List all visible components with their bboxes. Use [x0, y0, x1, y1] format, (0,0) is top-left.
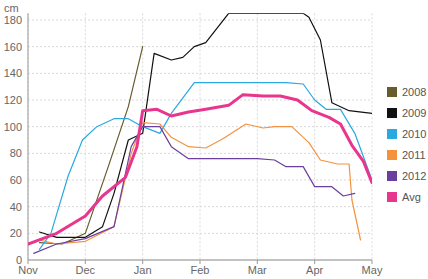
x-grid-line	[28, 13, 29, 260]
legend-swatch	[387, 129, 397, 139]
x-axis	[28, 260, 372, 261]
series-line	[39, 83, 372, 250]
y-tick-label: 20	[10, 227, 22, 239]
x-grid-line	[314, 13, 315, 260]
x-tick-label: Dec	[76, 264, 96, 276]
y-grid-line	[28, 100, 372, 101]
chart: 020406080100120140160180NovDecJanFebMarA…	[0, 0, 428, 279]
y-tick-label: 80	[10, 147, 22, 159]
legend-label: Avg	[402, 191, 421, 203]
x-tick-label: Jan	[134, 264, 152, 276]
x-tick-label: Nov	[18, 264, 38, 276]
x-grid-line	[200, 13, 201, 260]
y-tick-label: 100	[4, 121, 22, 133]
series-line	[28, 95, 372, 244]
x-tick-label: May	[362, 264, 383, 276]
y-grid-line	[28, 180, 372, 181]
y-tick-label: 140	[4, 67, 22, 79]
x-tick-label: Mar	[248, 264, 267, 276]
plot-lines	[28, 13, 372, 253]
legend-swatch	[387, 150, 397, 160]
legend-swatch	[387, 192, 397, 202]
y-tick-label: 60	[10, 174, 22, 186]
y-grid-line	[28, 260, 372, 261]
y-grid-line	[28, 20, 372, 21]
series-line	[39, 13, 372, 237]
legend-label: 2010	[402, 128, 426, 140]
y-axis	[28, 13, 29, 260]
y-tick-label: 180	[4, 14, 22, 26]
y-tick-label: 120	[4, 94, 22, 106]
legend-label: 2012	[402, 170, 426, 182]
x-tick-label: Feb	[191, 264, 210, 276]
x-grid-line	[257, 13, 258, 260]
y-axis-label: cm	[4, 2, 19, 14]
legend-swatch	[387, 87, 397, 97]
legend-label: 2008	[402, 86, 426, 98]
y-tick-label: 40	[10, 201, 22, 213]
legend-label: 2011	[402, 149, 426, 161]
legend-label: 2009	[402, 107, 426, 119]
legend-swatch	[387, 171, 397, 181]
legend: 2008 2009 2010 2011 2012 Avg	[387, 86, 426, 203]
x-tick-label: Apr	[306, 264, 323, 276]
y-tick-label: 160	[4, 41, 22, 53]
legend-swatch	[387, 108, 397, 118]
series-line	[34, 127, 355, 254]
x-grid-line	[372, 13, 373, 260]
